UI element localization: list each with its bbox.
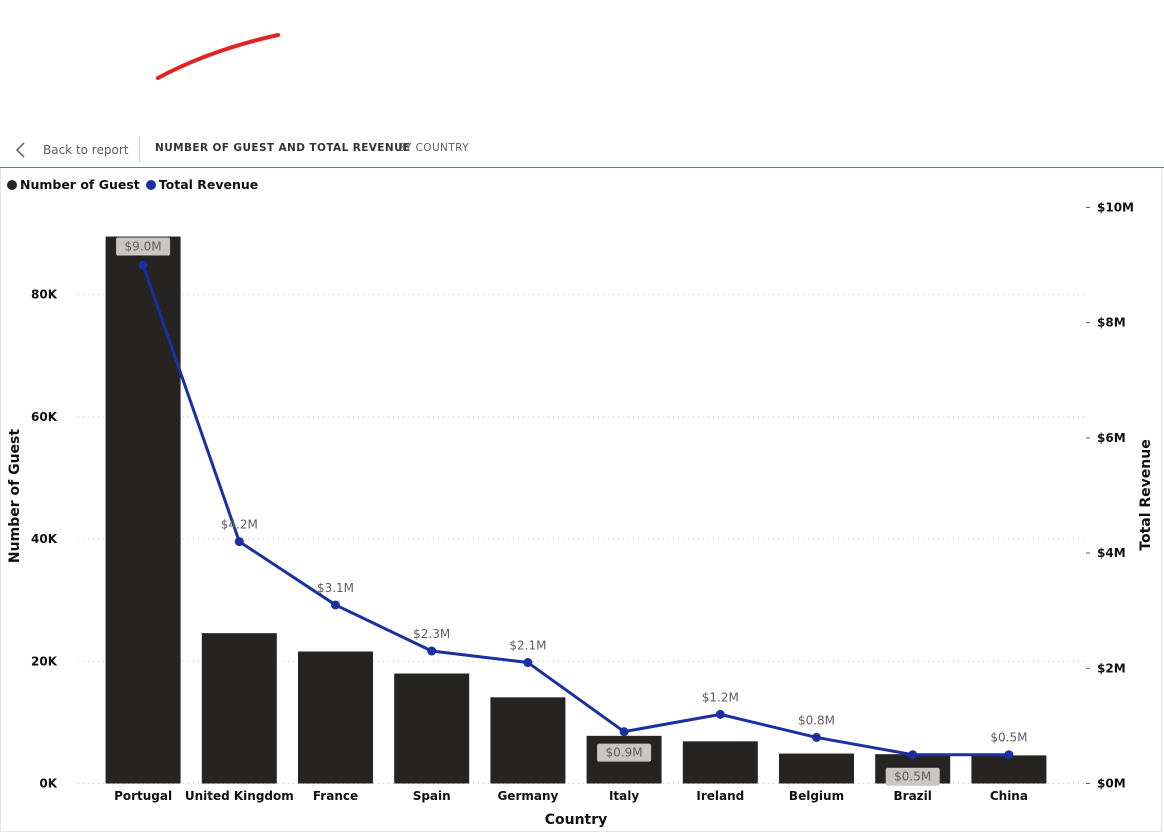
- bar-portugal: [105, 236, 181, 784]
- visual-subtitle: BY COUNTRY: [398, 142, 469, 154]
- visual-frame: [0, 130, 1162, 832]
- revenue-point: [619, 727, 629, 737]
- y2-tick-label: $0M: [1097, 777, 1126, 791]
- data-label-background: [116, 237, 171, 256]
- y2-tick-label: $10M: [1097, 201, 1134, 215]
- legend-label-guests: Number of Guest: [20, 177, 140, 192]
- bar-ireland: [682, 741, 758, 784]
- legend-dot-revenue: [145, 179, 156, 190]
- revenue-data-label: $0.9M: [606, 746, 643, 760]
- revenue-data-label: $3.1M: [317, 581, 354, 595]
- revenue-data-label: $0.8M: [798, 713, 835, 727]
- legend-item-revenue[interactable]: Total Revenue: [145, 177, 259, 192]
- x-tick-label: France: [313, 789, 358, 803]
- x-tick-label: Ireland: [696, 789, 744, 803]
- x-tick-label: Belgium: [789, 789, 844, 803]
- data-label-background: [597, 743, 652, 762]
- x-tick-label: Italy: [609, 789, 639, 803]
- focus-mode-header: Back to report NUMBER OF GUEST AND TOTAL…: [0, 130, 1164, 168]
- legend-item-guests[interactable]: Number of Guest: [7, 177, 140, 192]
- data-label-background: [885, 767, 940, 786]
- bar-france: [298, 651, 373, 784]
- revenue-line: [141, 264, 1009, 757]
- revenue-point: [1004, 750, 1014, 760]
- revenue-point: [908, 750, 918, 760]
- revenue-point: [523, 658, 533, 668]
- x-tick-label: Portugal: [114, 789, 172, 803]
- revenue-point: [427, 646, 437, 656]
- bar-united-kingdom: [201, 633, 277, 784]
- y2-axis-title: Total Revenue: [1138, 439, 1154, 550]
- bar-china: [971, 755, 1047, 784]
- bar-spain: [394, 673, 470, 784]
- revenue-data-label: $2.1M: [509, 639, 546, 653]
- y-tick-label: 80K: [31, 288, 58, 302]
- header-divider: [139, 136, 140, 162]
- revenue-data-label: $4.2M: [221, 518, 258, 532]
- y-axis-title: Number of Guest: [7, 429, 23, 563]
- revenue-point: [715, 709, 725, 719]
- visual-title: NUMBER OF GUEST AND TOTAL REVENUE: [155, 142, 411, 154]
- revenue-data-label: $0.5M: [990, 731, 1027, 745]
- revenue-data-label: $0.5M: [894, 770, 931, 784]
- red-swoosh-decoration: [156, 33, 280, 80]
- y-tick-label: 0K: [39, 777, 57, 791]
- y2-tick-label: $8M: [1097, 316, 1126, 330]
- bar-belgium: [779, 753, 854, 784]
- revenue-data-label: $1.2M: [702, 690, 739, 704]
- revenue-point: [234, 537, 244, 547]
- y-tick-label: 20K: [31, 654, 58, 668]
- x-tick-label: Brazil: [894, 789, 932, 803]
- back-to-report-button[interactable]: Back to report: [14, 139, 128, 161]
- x-tick-label: Spain: [413, 789, 451, 803]
- y2-tick-label: $2M: [1097, 661, 1126, 675]
- chevron-left-icon: [15, 142, 25, 158]
- x-axis-title: Country: [545, 812, 608, 828]
- legend-label-revenue: Total Revenue: [158, 177, 259, 192]
- x-tick-label: United Kingdom: [185, 789, 294, 803]
- revenue-data-label: $2.3M: [413, 627, 450, 641]
- revenue-point: [138, 260, 148, 270]
- revenue-data-label: $9.0M: [125, 240, 162, 254]
- revenue-point: [812, 732, 821, 742]
- bar-germany: [490, 697, 566, 784]
- revenue-point: [331, 600, 340, 610]
- chart-legend: Number of Guest Total Revenue: [7, 177, 264, 192]
- y-tick-label: 60K: [31, 410, 58, 424]
- y-tick-label: 40K: [31, 532, 58, 546]
- y2-tick-label: $6M: [1097, 431, 1126, 445]
- x-tick-label: China: [990, 789, 1028, 803]
- back-to-report-label: Back to report: [43, 143, 129, 157]
- legend-dot-guests: [7, 179, 17, 190]
- x-tick-label: Germany: [497, 789, 558, 803]
- y2-tick-label: $4M: [1097, 546, 1126, 560]
